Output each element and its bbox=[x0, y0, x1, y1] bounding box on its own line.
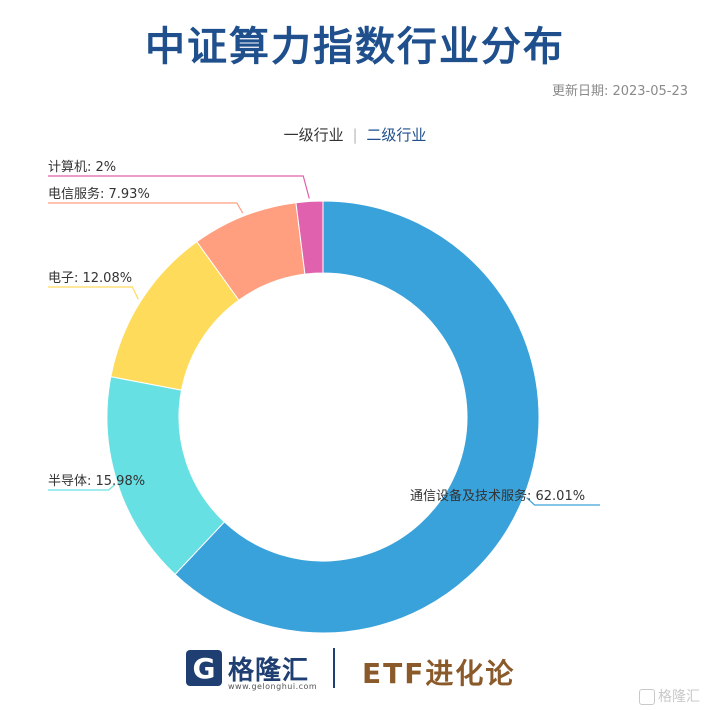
watermark-icon bbox=[639, 689, 655, 705]
watermark-text: 格隆汇 bbox=[658, 689, 700, 705]
brand-url: www.gelonghui.com bbox=[228, 682, 318, 691]
leader-line bbox=[48, 175, 310, 199]
watermark: 格隆汇 bbox=[639, 686, 700, 706]
brand-name: 格隆汇 bbox=[228, 656, 310, 686]
tab-secondary-industry[interactable]: 二级行业 bbox=[366, 126, 427, 144]
leader-line bbox=[48, 286, 139, 300]
footer-tagline: ETF进化论 bbox=[362, 657, 516, 690]
slice-label: 通信设备及技术服务: 62.01% bbox=[410, 488, 585, 504]
slice-label: 电子: 12.08% bbox=[48, 271, 132, 286]
title-bar: 中证算力指数行业分布 bbox=[0, 0, 710, 78]
footer: G 格隆汇 www.gelonghui.com ETF进化论 bbox=[0, 640, 710, 700]
tab-primary-industry[interactable]: 一级行业 bbox=[283, 126, 344, 144]
brand-logo-icon: G bbox=[186, 650, 222, 686]
slice-label: 半导体: 15.98% bbox=[48, 474, 145, 489]
update-date: 更新日期: 2023-05-23 bbox=[551, 84, 688, 99]
leader-line bbox=[48, 484, 116, 491]
leader-line bbox=[48, 202, 244, 214]
logo-letter: G bbox=[192, 652, 216, 685]
page-title: 中证算力指数行业分布 bbox=[145, 24, 565, 70]
donut-slice[interactable] bbox=[295, 200, 324, 275]
leader-line bbox=[526, 497, 600, 506]
footer-divider bbox=[333, 648, 335, 688]
tab-separator: | bbox=[352, 126, 358, 144]
industry-level-tabs: 一级行业 | 二级行业 bbox=[0, 124, 710, 145]
donut-slice[interactable] bbox=[174, 200, 540, 634]
slice-label: 电信服务: 7.93% bbox=[48, 186, 150, 202]
slice-label: 计算机: 2% bbox=[48, 160, 116, 175]
